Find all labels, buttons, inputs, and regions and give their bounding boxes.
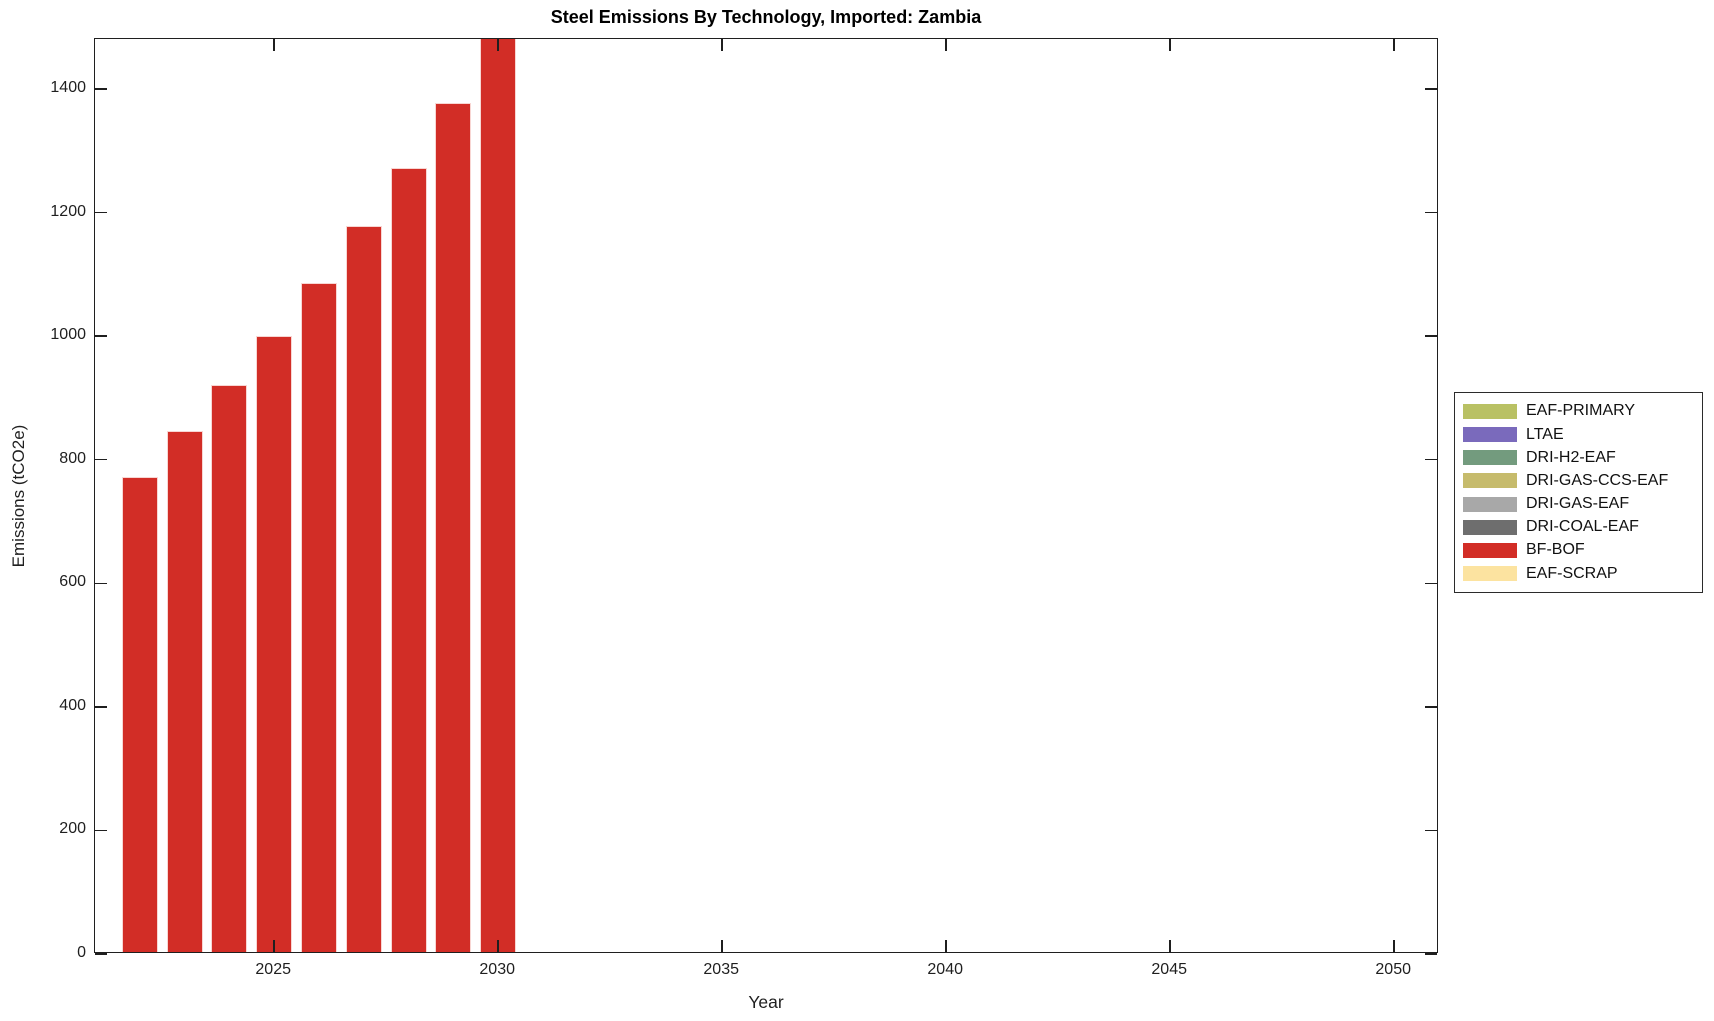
- legend-item-eaf-scrap: EAF-SCRAP: [1455, 562, 1702, 585]
- bar-2027: [345, 226, 382, 952]
- y-tick-right-0: [1425, 953, 1437, 955]
- x-tick-label-2050: 2050: [1375, 961, 1411, 978]
- legend-item-dri-gas-ccs-eaf: DRI-GAS-CCS-EAF: [1455, 469, 1702, 492]
- bar-2028: [390, 167, 427, 952]
- x-tick-2035: [721, 940, 723, 952]
- x-tick-top-2045: [1169, 39, 1171, 51]
- bar-2023: [166, 431, 203, 952]
- x-tick-top-2025: [273, 39, 275, 51]
- x-tick-2040: [945, 940, 947, 952]
- x-tick-top-2030: [497, 39, 499, 51]
- bar-2024: [211, 384, 248, 952]
- x-axis-label: Year: [748, 992, 784, 1012]
- legend-item-dri-h2-eaf: DRI-H2-EAF: [1455, 446, 1702, 469]
- x-tick-2030: [497, 940, 499, 952]
- y-tick-0: [95, 953, 107, 955]
- y-tick-800: [95, 458, 107, 461]
- legend-label-dri-gas-ccs-eaf: DRI-GAS-CCS-EAF: [1526, 471, 1669, 489]
- bar-2025: [256, 335, 293, 952]
- y-tick-600: [95, 582, 107, 585]
- legend-label-eaf-primary: EAF-PRIMARY: [1526, 402, 1636, 420]
- x-tick-label-2045: 2045: [1151, 961, 1187, 978]
- y-tick-label-200: 200: [59, 820, 86, 838]
- y-tick-right-800: [1425, 458, 1437, 461]
- legend-item-dri-coal-eaf: DRI-COAL-EAF: [1455, 516, 1702, 539]
- legend-swatch-dri-gas-ccs-eaf: [1463, 473, 1517, 489]
- legend-swatch-dri-gas-eaf: [1463, 496, 1517, 512]
- bar-2022: [121, 477, 158, 952]
- y-tick-label-1400: 1400: [50, 79, 86, 97]
- y-tick-right-400: [1425, 706, 1437, 708]
- legend: EAF-PRIMARY LTAE DRI-H2-EAF DRI-GAS-CCS-EAF…: [1454, 392, 1703, 593]
- bar-2030: [480, 39, 517, 952]
- y-tick-label-600: 600: [59, 573, 86, 591]
- x-tick-label-2025: 2025: [255, 961, 291, 978]
- x-tick-2025: [273, 940, 275, 952]
- x-tick-top-2050: [1393, 39, 1395, 51]
- x-tick-top-2040: [945, 39, 947, 51]
- legend-swatch-eaf-scrap: [1463, 566, 1517, 582]
- legend-item-dri-gas-eaf: DRI-GAS-EAF: [1455, 493, 1702, 516]
- legend-swatch-ltae: [1463, 427, 1517, 443]
- legend-item-eaf-primary: EAF-PRIMARY: [1455, 400, 1702, 423]
- plot-area: [94, 38, 1438, 955]
- legend-swatch-dri-h2-eaf: [1463, 450, 1517, 466]
- y-tick-right-600: [1425, 582, 1437, 585]
- y-tick-right-200: [1425, 829, 1437, 832]
- legend-swatch-bf-bof: [1463, 542, 1517, 558]
- y-tick-label-1200: 1200: [50, 202, 86, 220]
- y-tick-1200: [95, 211, 107, 214]
- y-tick-200: [95, 829, 107, 832]
- legend-item-ltae: LTAE: [1455, 423, 1702, 446]
- y-tick-right-1000: [1425, 335, 1437, 337]
- y-tick-right-1200: [1425, 211, 1437, 214]
- x-tick-label-2040: 2040: [927, 961, 963, 978]
- bar-2029: [435, 103, 472, 952]
- bar-2026: [301, 283, 337, 952]
- x-tick-2045: [1169, 940, 1171, 952]
- legend-label-dri-coal-eaf: DRI-COAL-EAF: [1526, 518, 1639, 536]
- y-tick-label-800: 800: [59, 449, 86, 467]
- y-tick-1400: [95, 88, 107, 90]
- y-tick-right-1400: [1425, 88, 1437, 90]
- y-tick-label-400: 400: [59, 696, 86, 714]
- legend-label-eaf-scrap: EAF-SCRAP: [1526, 564, 1618, 582]
- chart-title: Steel Emissions By Technology, Imported:…: [550, 7, 982, 27]
- x-tick-top-2035: [721, 39, 723, 51]
- x-tick-2050: [1393, 940, 1395, 952]
- y-axis-label: Emissions (tCO2e): [9, 424, 28, 568]
- x-tick-label-2035: 2035: [703, 961, 739, 978]
- legend-label-bf-bof: BF-BOF: [1526, 541, 1585, 559]
- y-tick-1000: [95, 335, 107, 337]
- legend-item-bf-bof: BF-BOF: [1455, 539, 1702, 562]
- x-tick-label-2030: 2030: [479, 961, 515, 978]
- legend-label-ltae: LTAE: [1526, 425, 1564, 443]
- legend-swatch-eaf-primary: [1463, 403, 1517, 419]
- legend-label-dri-h2-eaf: DRI-H2-EAF: [1526, 448, 1616, 466]
- legend-swatch-dri-coal-eaf: [1463, 519, 1517, 535]
- bars-layer: [95, 39, 1437, 952]
- y-tick-400: [95, 706, 107, 708]
- y-tick-label-1000: 1000: [50, 326, 86, 344]
- y-tick-label-0: 0: [77, 944, 86, 961]
- legend-label-dri-gas-eaf: DRI-GAS-EAF: [1526, 495, 1630, 513]
